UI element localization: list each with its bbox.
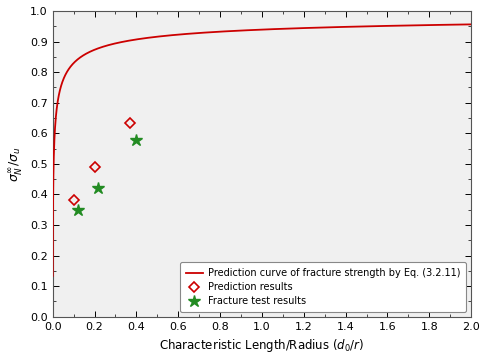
Prediction curve of fracture strength by Eq. (3.2.11) — [242, 28, 248, 32]
Line: Prediction curve of fracture strength by Eq. (3.2.11): Prediction curve of fracture strength by… — [53, 25, 471, 276]
Line: Fracture test results: Fracture test results — [72, 134, 143, 216]
Prediction curve of fracture strength by Eq. (3.2.11) — [456, 22, 462, 27]
Prediction results — [71, 198, 76, 203]
Fracture test results — [75, 208, 81, 212]
X-axis label: Characteristic Length/Radius ($d_0/r$): Characteristic Length/Radius ($d_0/r$) — [159, 337, 365, 354]
Prediction curve of fracture strength by Eq. (3.2.11) — [468, 22, 474, 27]
Prediction curve of fracture strength by Eq. (3.2.11) — [456, 22, 462, 27]
Fracture test results — [133, 138, 139, 142]
Line: Prediction results: Prediction results — [70, 119, 134, 204]
Fracture test results — [95, 186, 101, 190]
Prediction curve of fracture strength by Eq. (3.2.11) — [50, 274, 56, 278]
Legend: Prediction curve of fracture strength by Eq. (3.2.11), Prediction results, Fract: Prediction curve of fracture strength by… — [180, 262, 467, 312]
Prediction results — [92, 165, 97, 169]
Prediction results — [127, 120, 133, 125]
Prediction curve of fracture strength by Eq. (3.2.11) — [379, 24, 385, 28]
Prediction curve of fracture strength by Eq. (3.2.11) — [253, 28, 259, 32]
Y-axis label: $\sigma_N^{\infty}/\sigma_u$: $\sigma_N^{\infty}/\sigma_u$ — [7, 146, 24, 182]
Prediction curve of fracture strength by Eq. (3.2.11) — [71, 60, 77, 65]
